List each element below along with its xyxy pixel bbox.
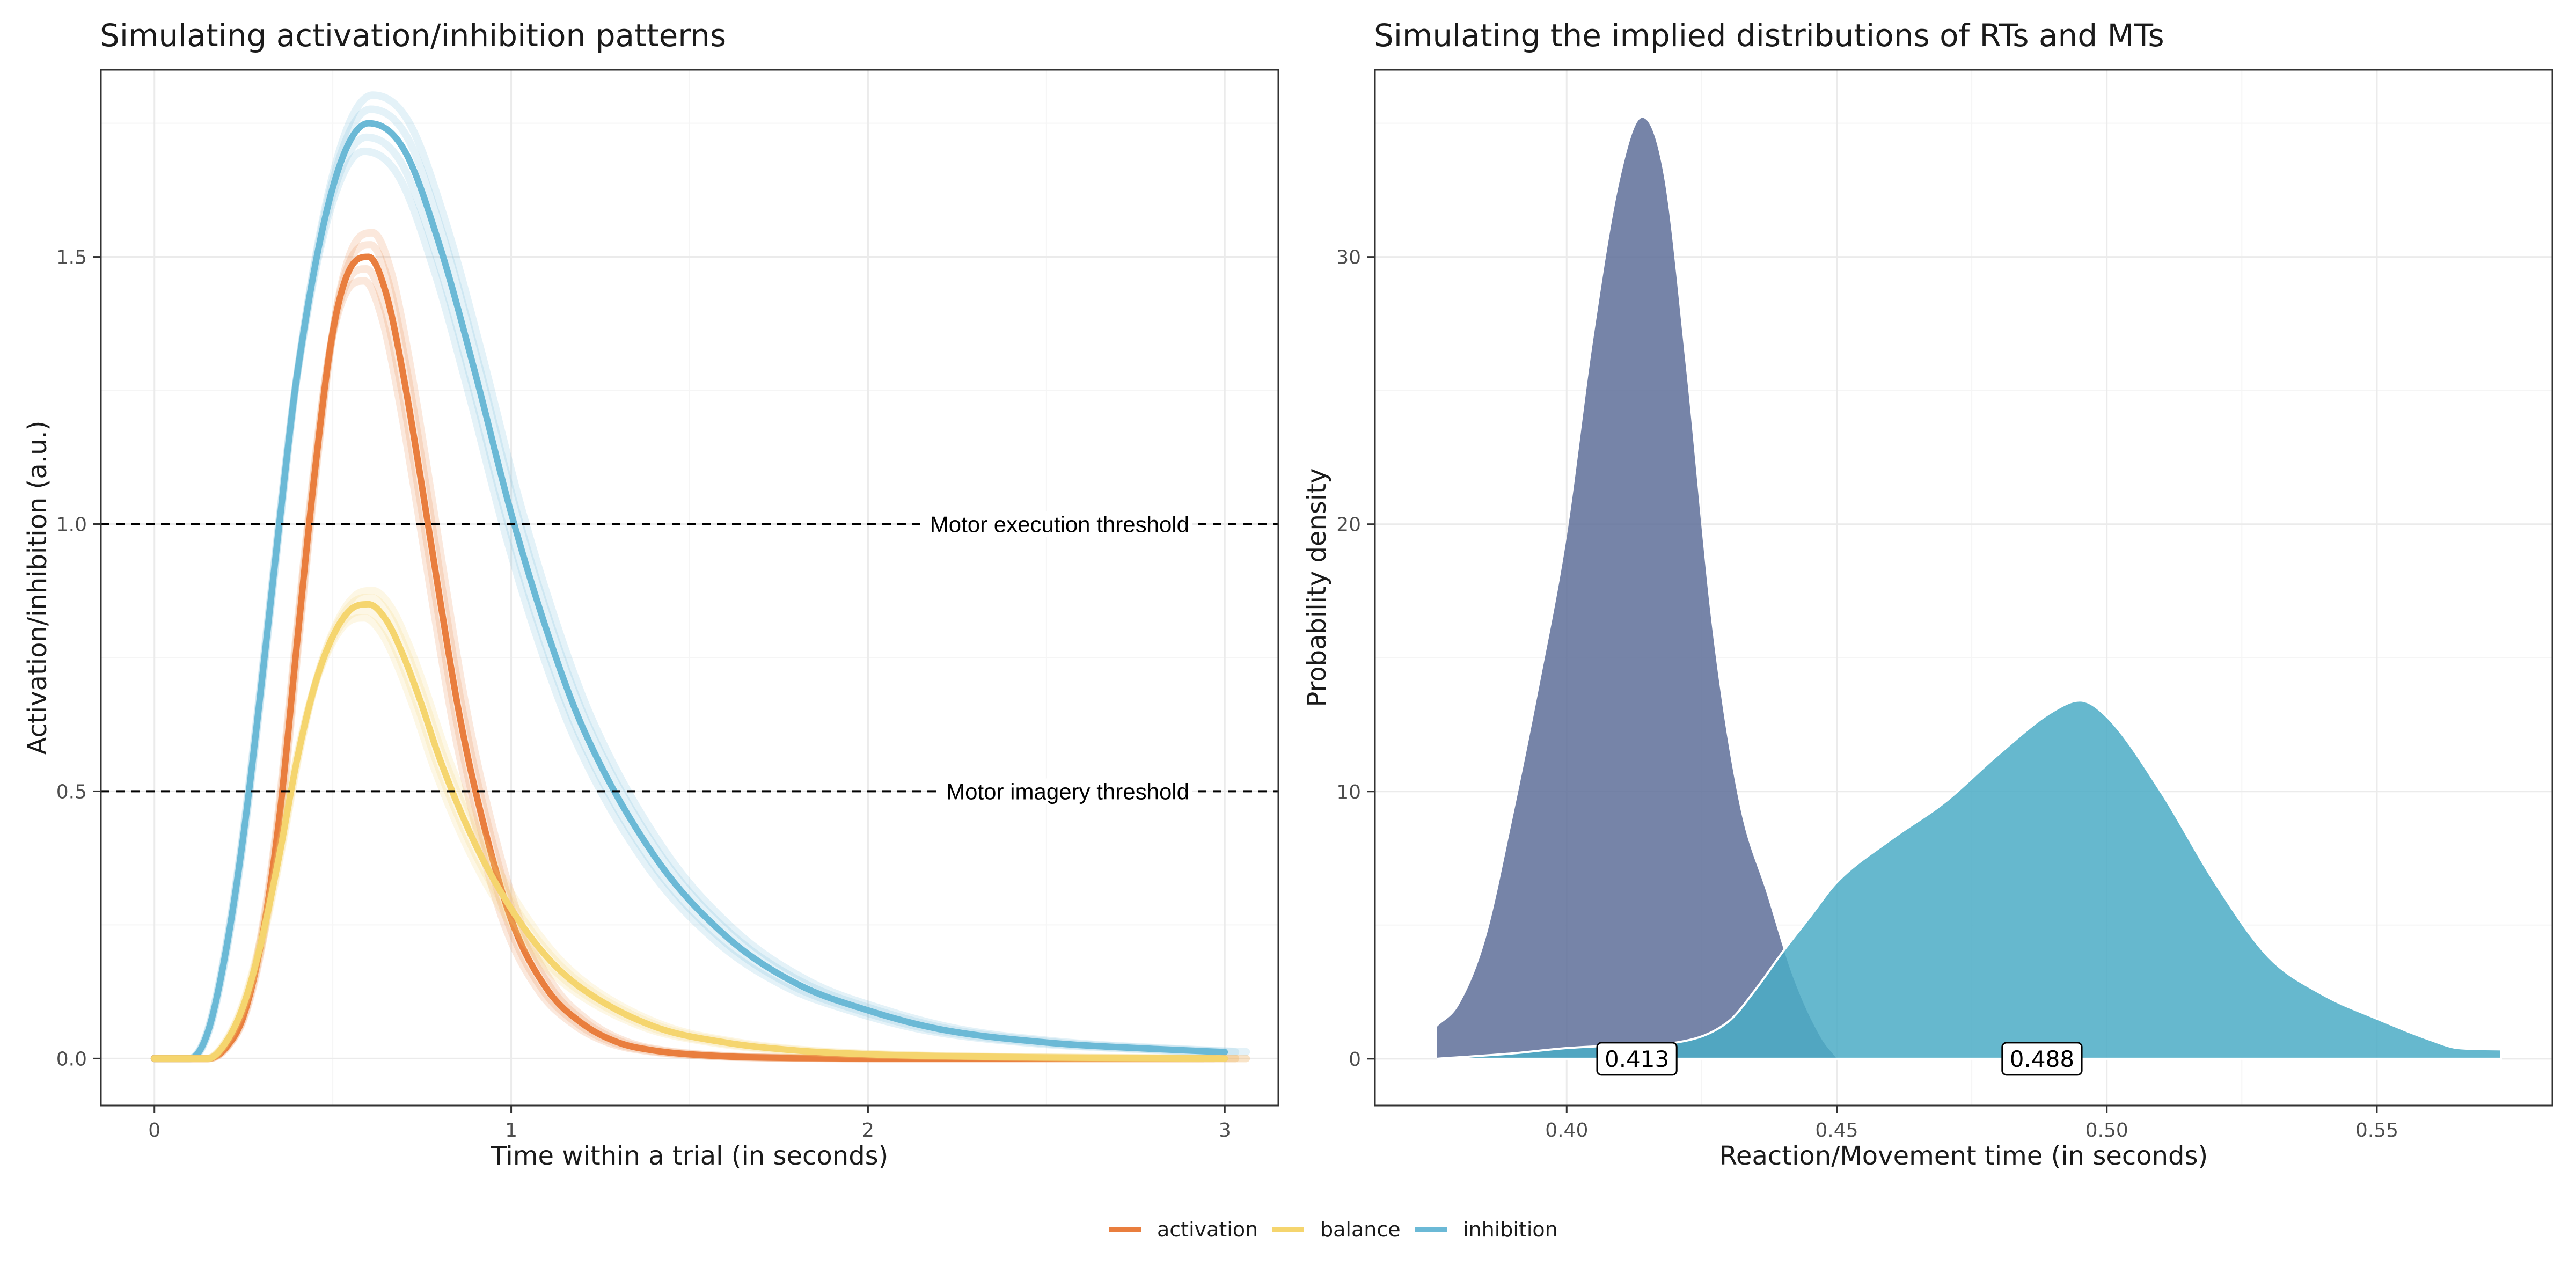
right-x-tick-label: 0.40 <box>1545 1119 1588 1141</box>
threshold-label-imagery: Motor imagery threshold <box>946 779 1189 804</box>
right-y-axis-label: Probability density <box>1302 469 1332 707</box>
right-chart-title: Simulating the implied distributions of … <box>1374 17 2164 54</box>
threshold-label-execution: Motor execution threshold <box>930 511 1189 537</box>
legend-label-balance: balance <box>1320 1218 1401 1241</box>
right-panel-border <box>1374 69 2553 1107</box>
left-y-tick-label: 0.0 <box>56 1048 87 1070</box>
left-y-tick-label: 1.5 <box>56 247 87 269</box>
left-y-tick-label: 0.5 <box>56 781 87 803</box>
left-x-tick-label: 0 <box>148 1119 160 1141</box>
left-thresholds: Motor execution threshold Motor imagery … <box>101 511 1278 804</box>
series-trace-balance <box>150 587 1250 1063</box>
left-y-axis-label: Activation/inhibition (a.u.) <box>23 421 53 755</box>
legend-label-activation: activation <box>1157 1218 1258 1241</box>
series-trace-activation <box>150 265 1218 1063</box>
right-x-tick-label: 0.50 <box>2085 1119 2128 1141</box>
threshold-label-bg-imagery <box>936 778 1192 804</box>
left-panel-border <box>100 69 1279 1107</box>
left-axis-ticks: 0 1 2 3 0.0 0.5 1.0 1.5 <box>56 247 1231 1141</box>
right-density-areas <box>1437 118 2502 1060</box>
mt-mean-label: 0.488 <box>2010 1046 2074 1072</box>
right-y-tick-label: 10 <box>1336 781 1361 803</box>
left-x-tick-label: 1 <box>505 1119 517 1141</box>
right-x-tick-label: 0.55 <box>2355 1119 2398 1141</box>
series-trace-activation <box>150 241 1240 1063</box>
right-y-tick-label: 0 <box>1349 1049 1361 1071</box>
series-line-activation <box>151 253 1228 1062</box>
left-x-tick-label: 3 <box>1219 1119 1231 1141</box>
right-chart: Simulating the implied distributions of … <box>1302 17 2553 1171</box>
left-x-tick-label: 2 <box>862 1119 874 1141</box>
right-y-tick-label: 30 <box>1336 247 1361 269</box>
right-y-tick-label: 20 <box>1336 514 1361 536</box>
left-chart-title: Simulating activation/inhibition pattern… <box>100 17 726 54</box>
right-x-tick-label: 0.45 <box>1815 1119 1858 1141</box>
legend: activation balance inhibition <box>1109 1218 1558 1241</box>
right-mean-labels: 0.413 0.488 <box>1596 1042 2083 1076</box>
left-x-axis-label: Time within a trial (in seconds) <box>491 1141 889 1171</box>
series-trace-activation <box>150 229 1250 1063</box>
series-trace-balance <box>150 594 1240 1063</box>
threshold-label-bg-execution <box>920 511 1192 537</box>
rt-mean-label: 0.413 <box>1605 1046 1669 1072</box>
mt-mean-label-box <box>2001 1042 2083 1076</box>
series-line-balance <box>151 601 1228 1062</box>
left-chart: Simulating activation/inhibition pattern… <box>23 17 1279 1171</box>
right-x-axis-label: Reaction/Movement time (in seconds) <box>1719 1141 2208 1171</box>
rt-mean-label-box <box>1596 1042 1678 1076</box>
series-line-inhibition <box>151 120 1228 1062</box>
series-band-activation <box>150 229 1250 1063</box>
series-band-balance <box>150 587 1250 1063</box>
left-series-lines <box>150 91 1250 1063</box>
legend-label-inhibition: inhibition <box>1463 1218 1558 1241</box>
rt-density-area <box>1437 118 1837 1059</box>
left-y-tick-label: 1.0 <box>56 514 87 536</box>
right-axis-ticks: 0.40 0.45 0.50 0.55 0 10 20 30 <box>1336 247 2398 1141</box>
